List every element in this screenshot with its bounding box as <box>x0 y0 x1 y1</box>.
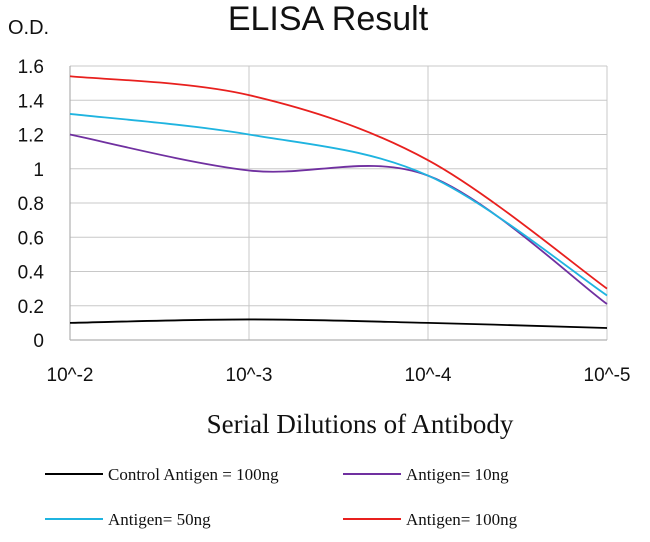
x-tick-label: 10^-2 <box>47 365 94 386</box>
legend: Control Antigen = 100ng Antigen= 10ng Anti… <box>45 465 518 529</box>
y-tick-label: 0.4 <box>18 263 45 284</box>
x-tick-label: 10^-4 <box>405 365 452 386</box>
series-lines <box>69 75 608 329</box>
grid-lines <box>70 65 608 340</box>
y-tick-label: 1 <box>33 160 44 181</box>
legend-label: Antigen= 100ng <box>406 510 518 529</box>
y-axis-label: O.D. <box>8 17 49 39</box>
series-line-1 <box>69 133 608 305</box>
y-tick-label: 0.8 <box>18 194 44 215</box>
y-tick-label: 1.6 <box>18 57 44 78</box>
x-tick-label: 10^-5 <box>584 365 631 386</box>
legend-label: Control Antigen = 100ng <box>108 465 279 484</box>
series-line-3 <box>69 75 608 290</box>
legend-label: Antigen= 10ng <box>406 465 509 484</box>
x-tick-labels: 10^-2 10^-3 10^-4 10^-5 <box>47 365 631 386</box>
x-tick-label: 10^-3 <box>226 365 273 386</box>
y-tick-label: 1.4 <box>18 91 45 112</box>
series-line-2 <box>69 113 608 297</box>
axes <box>69 66 607 341</box>
y-tick-label: 0 <box>33 331 44 352</box>
x-axis-title: Serial Dilutions of Antibody <box>207 409 514 439</box>
series-line-0 <box>69 318 608 329</box>
chart-title: ELISA Result <box>228 0 429 38</box>
y-tick-label: 0.6 <box>18 228 44 249</box>
y-tick-label: 1.2 <box>18 126 44 147</box>
y-tick-labels: 0 0.2 0.4 0.6 0.8 1 1.2 1.4 1.6 <box>18 57 45 352</box>
y-tick-label: 0.2 <box>18 297 44 318</box>
legend-label: Antigen= 50ng <box>108 510 211 529</box>
